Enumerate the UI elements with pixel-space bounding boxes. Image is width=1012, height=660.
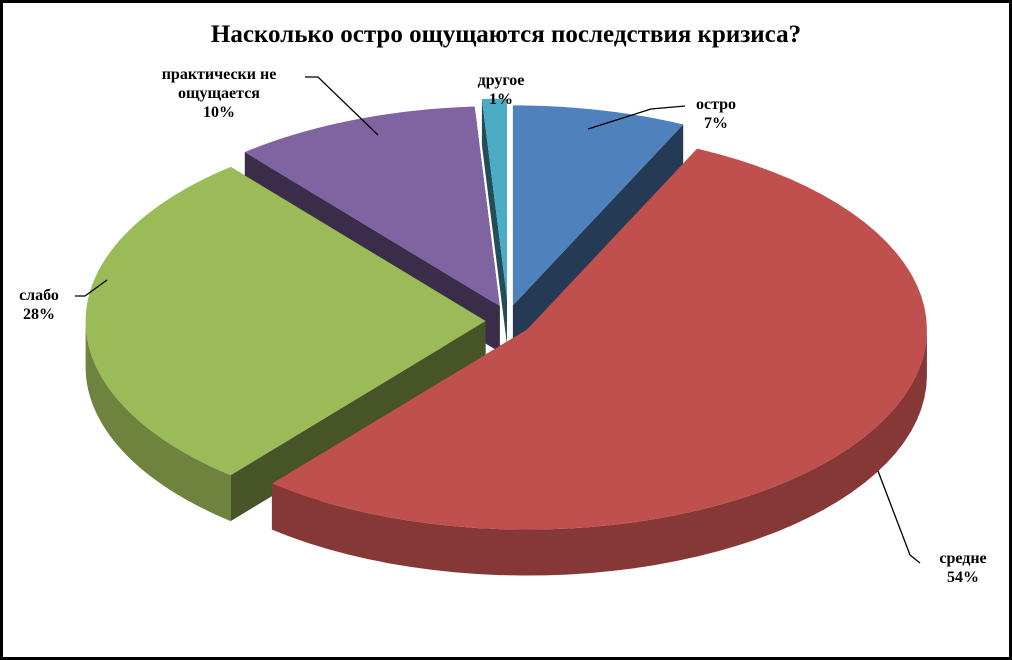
category-label: остро	[695, 96, 737, 113]
slice-side	[271, 329, 927, 576]
value-label: 28%	[23, 306, 55, 323]
category-label: другое	[477, 72, 525, 89]
slice	[481, 98, 508, 299]
leader-line	[75, 279, 108, 297]
data-label: слабо 28%	[4, 286, 74, 324]
data-label: средне 54%	[923, 549, 1003, 587]
value-label: 1%	[489, 91, 513, 108]
leader-line	[877, 470, 921, 564]
pie-plot	[75, 76, 927, 576]
data-label: другое 1%	[461, 71, 541, 109]
value-label: 10%	[203, 104, 235, 121]
data-label: практически не ощущается 10%	[144, 65, 294, 122]
slice	[271, 148, 927, 530]
slice	[512, 105, 684, 306]
category-label: средне	[939, 550, 987, 567]
slice-side	[512, 124, 684, 352]
slice	[85, 166, 486, 476]
leader-line	[587, 105, 686, 130]
category-label: слабо	[19, 287, 59, 304]
value-label: 7%	[704, 115, 728, 132]
data-label: остро 7%	[676, 95, 756, 133]
chart-title: Насколько остро ощущаются последствия кр…	[210, 21, 802, 48]
slice-side	[481, 99, 508, 345]
slice-side	[85, 321, 231, 522]
leader-line	[305, 76, 379, 136]
slice	[244, 106, 500, 307]
category-label: практически не ощущается	[161, 66, 277, 102]
value-label: 54%	[947, 569, 979, 586]
